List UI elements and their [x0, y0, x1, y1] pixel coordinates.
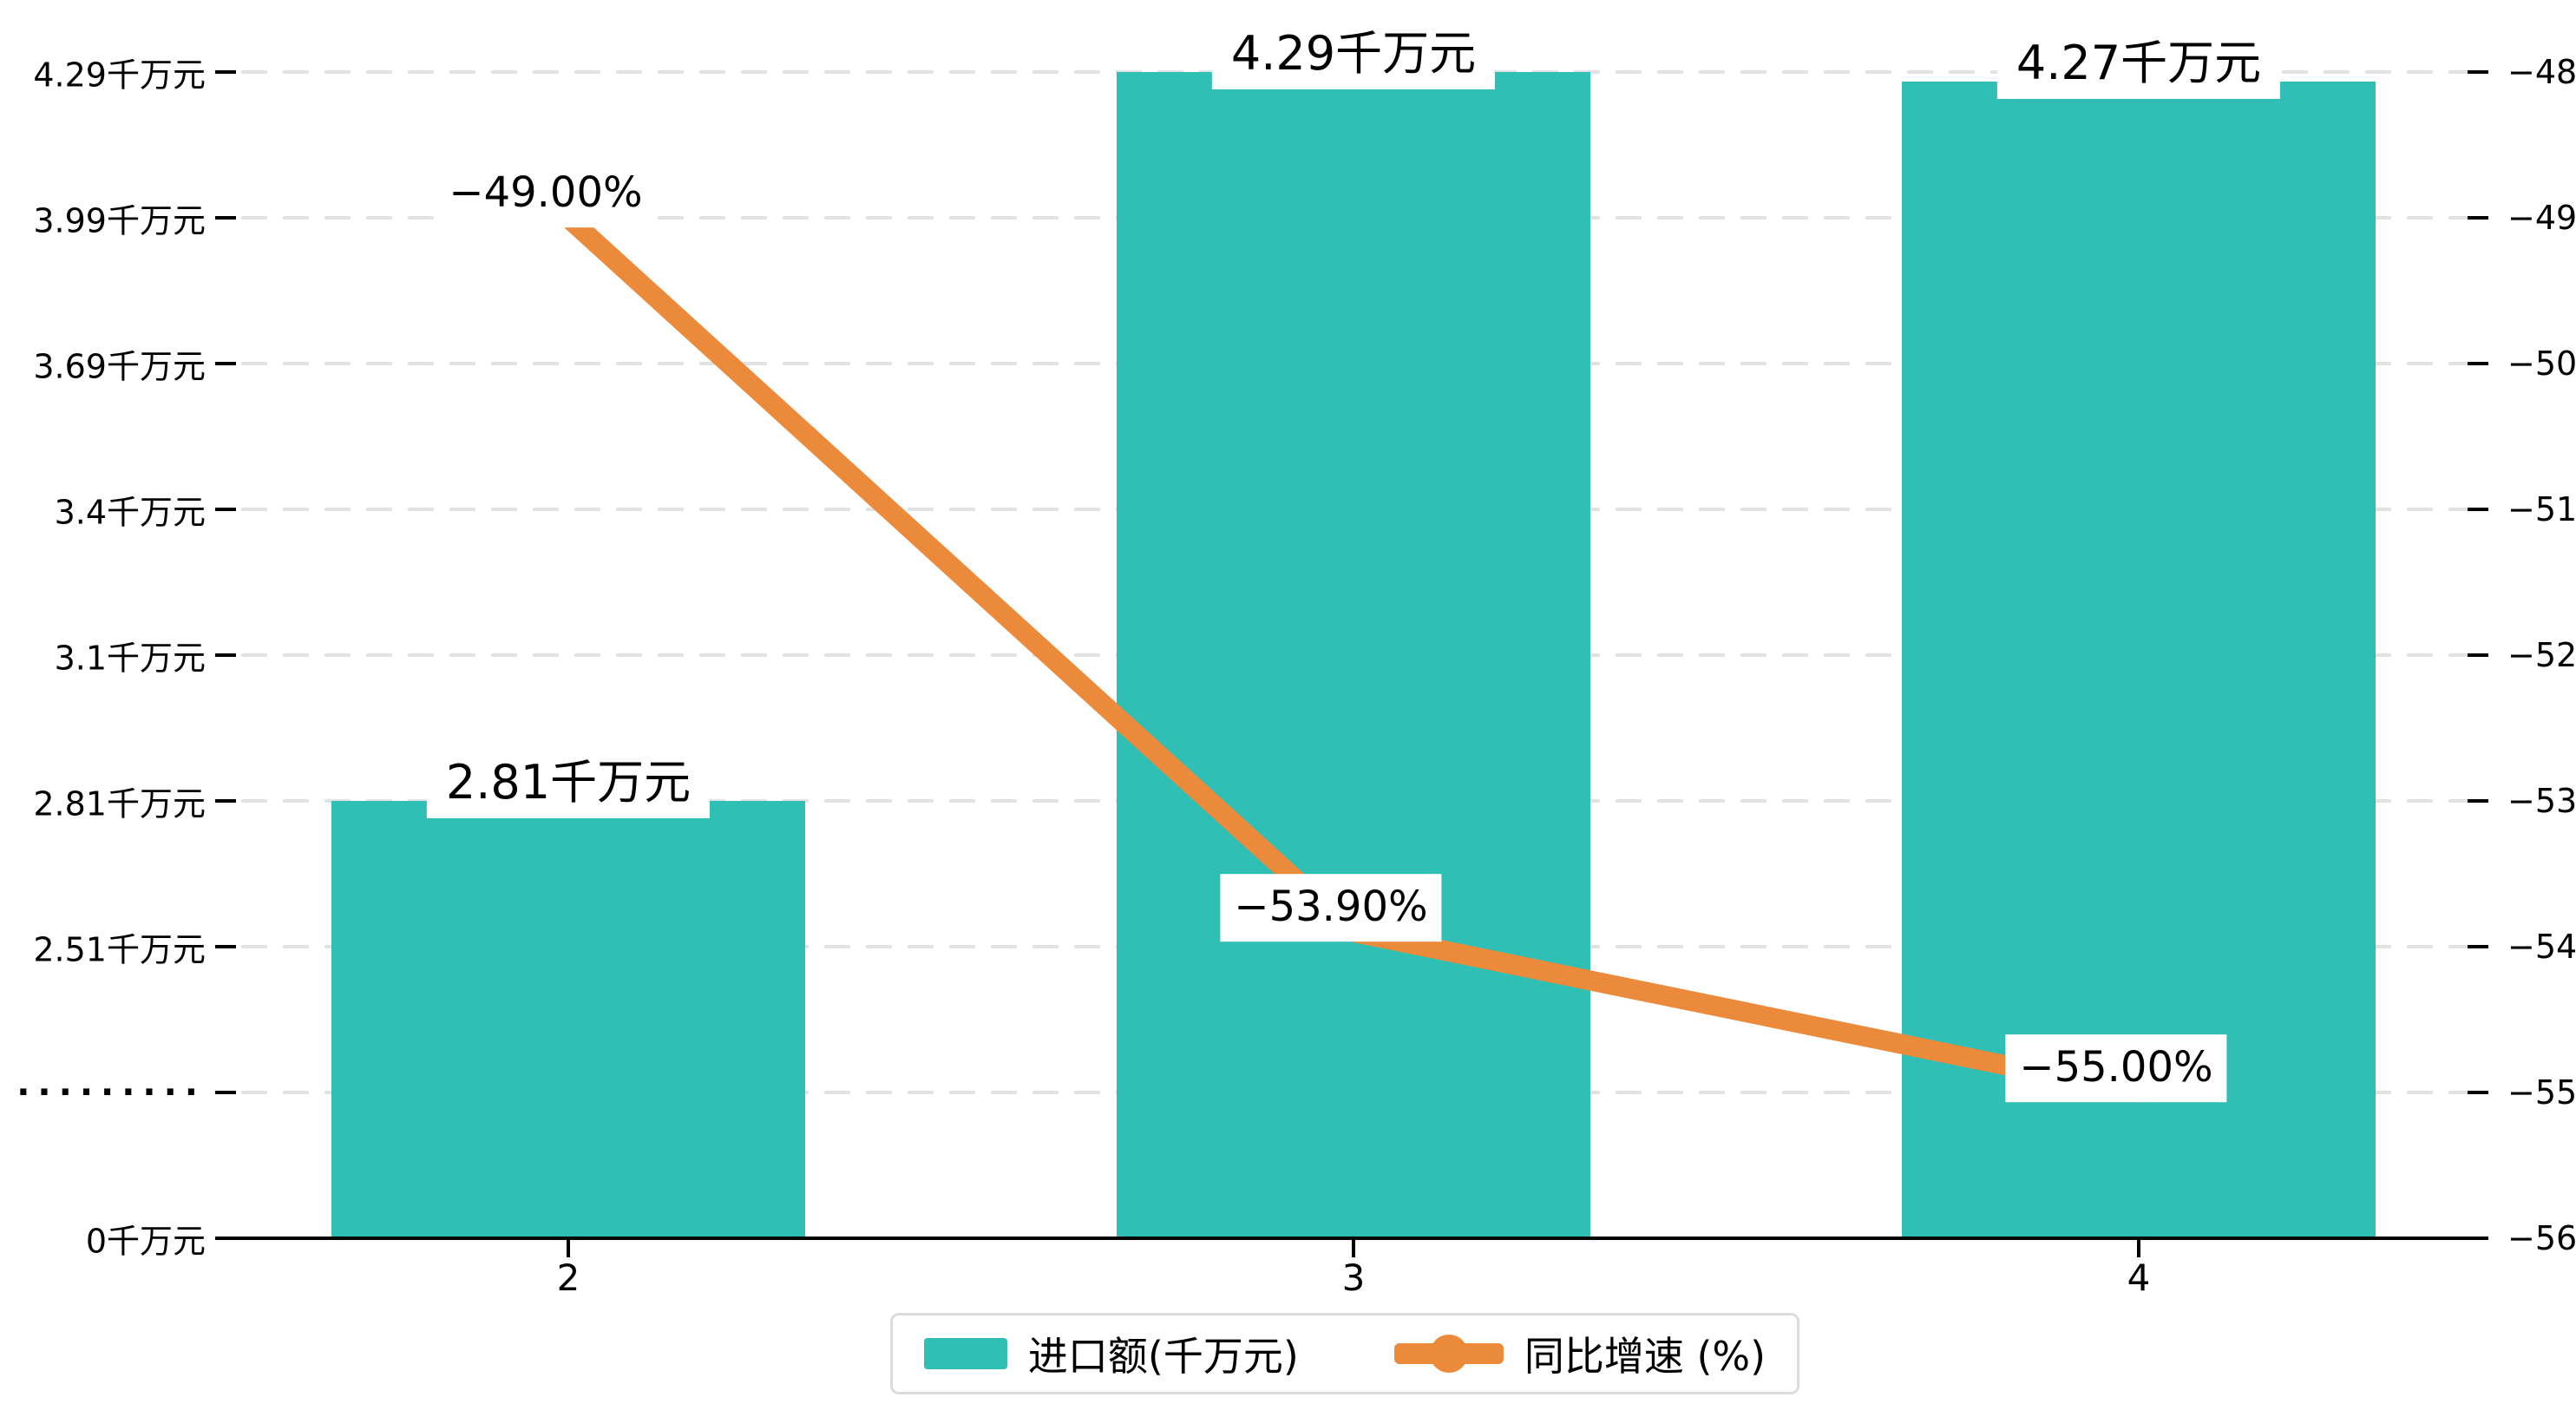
- line-series-marker-icon: [1393, 1335, 1504, 1373]
- x-axis-tick-label: 3: [1341, 1256, 1366, 1299]
- left-axis-tick-mark: [215, 362, 236, 365]
- right-axis-tick-mark: [2468, 945, 2488, 948]
- right-axis-tick-label: −48: [2507, 53, 2576, 91]
- left-axis-tick-mark: [215, 70, 236, 74]
- right-axis-tick-label: −54: [2507, 928, 2576, 966]
- x-axis-tick-mark: [567, 1240, 570, 1257]
- right-axis-tick-label: −49: [2507, 199, 2576, 237]
- x-axis-tick-label: 2: [556, 1256, 580, 1299]
- line-marker-dot-icon: [1429, 1335, 1468, 1373]
- right-axis-tick-label: −50: [2507, 344, 2576, 383]
- left-axis-tick-mark: [215, 653, 236, 657]
- left-axis-tick-label: 3.69千万元: [33, 347, 206, 386]
- left-axis-tick-mark: [215, 799, 236, 803]
- x-axis-line: [229, 1237, 2485, 1240]
- yoy-growth-line[interactable]: [558, 207, 2149, 1103]
- left-axis-tick-label: 0千万元: [85, 1222, 206, 1261]
- x-axis-tick-mark: [1352, 1240, 1355, 1257]
- right-axis-tick-mark: [2468, 1091, 2488, 1094]
- right-axis-tick-mark: [2468, 216, 2488, 220]
- bar-value-label: 2.81千万元: [426, 747, 711, 819]
- left-axis-tick-mark: [215, 1237, 236, 1240]
- line-value-label: −53.90%: [1220, 874, 1442, 941]
- import-amount-bar[interactable]: [331, 801, 805, 1237]
- left-axis-tick-mark: [215, 508, 236, 511]
- line-value-label: −55.00%: [2005, 1034, 2227, 1102]
- right-axis-tick-mark: [2468, 799, 2488, 803]
- left-axis-tick-label: 3.99千万元: [33, 201, 206, 240]
- right-axis-tick-label: −53: [2507, 782, 2576, 820]
- right-axis-tick-mark: [2468, 508, 2488, 511]
- legend-item-yoy-growth[interactable]: 同比增速 (%): [1393, 1325, 1766, 1382]
- left-axis-tick-mark: [215, 216, 236, 220]
- legend-label-yoy-growth: 同比增速 (%): [1524, 1333, 1766, 1380]
- right-axis-tick-mark: [2468, 362, 2488, 365]
- right-axis-tick-mark: [2468, 653, 2488, 657]
- right-axis-tick-label: −51: [2507, 490, 2576, 528]
- x-axis-tick-mark: [2137, 1240, 2140, 1257]
- bar-value-label: 4.29千万元: [1211, 18, 1496, 90]
- left-axis-tick-label: 2.51千万元: [33, 930, 206, 969]
- bar-series-swatch-icon: [923, 1338, 1007, 1369]
- x-axis-tick-label: 4: [2127, 1256, 2151, 1299]
- left-axis-tick-mark: [215, 1091, 236, 1094]
- right-axis-tick-mark: [2468, 70, 2488, 74]
- left-axis-tick-label: 4.29千万元: [33, 56, 206, 95]
- right-axis-tick-label: −56: [2507, 1219, 2576, 1257]
- legend-label-import-amount: 进口额(千万元): [1027, 1333, 1299, 1380]
- left-axis-tick-mark: [215, 945, 236, 948]
- left-axis-tick-label: ·········: [16, 1073, 206, 1112]
- legend-item-import-amount[interactable]: 进口额(千万元): [923, 1325, 1299, 1382]
- left-axis-tick-label: 3.4千万元: [54, 493, 206, 532]
- import-amount-bar[interactable]: [1117, 72, 1590, 1237]
- bar-value-label: 4.27千万元: [1996, 28, 2281, 100]
- line-value-label: −49.00%: [435, 160, 657, 227]
- legend: 进口额(千万元) 同比增速 (%): [890, 1313, 1799, 1394]
- right-axis-tick-label: −55: [2507, 1073, 2576, 1112]
- left-axis-tick-label: 3.1千万元: [54, 639, 206, 678]
- left-axis-tick-label: 2.81千万元: [33, 784, 206, 823]
- right-axis-tick-label: −52: [2507, 636, 2576, 674]
